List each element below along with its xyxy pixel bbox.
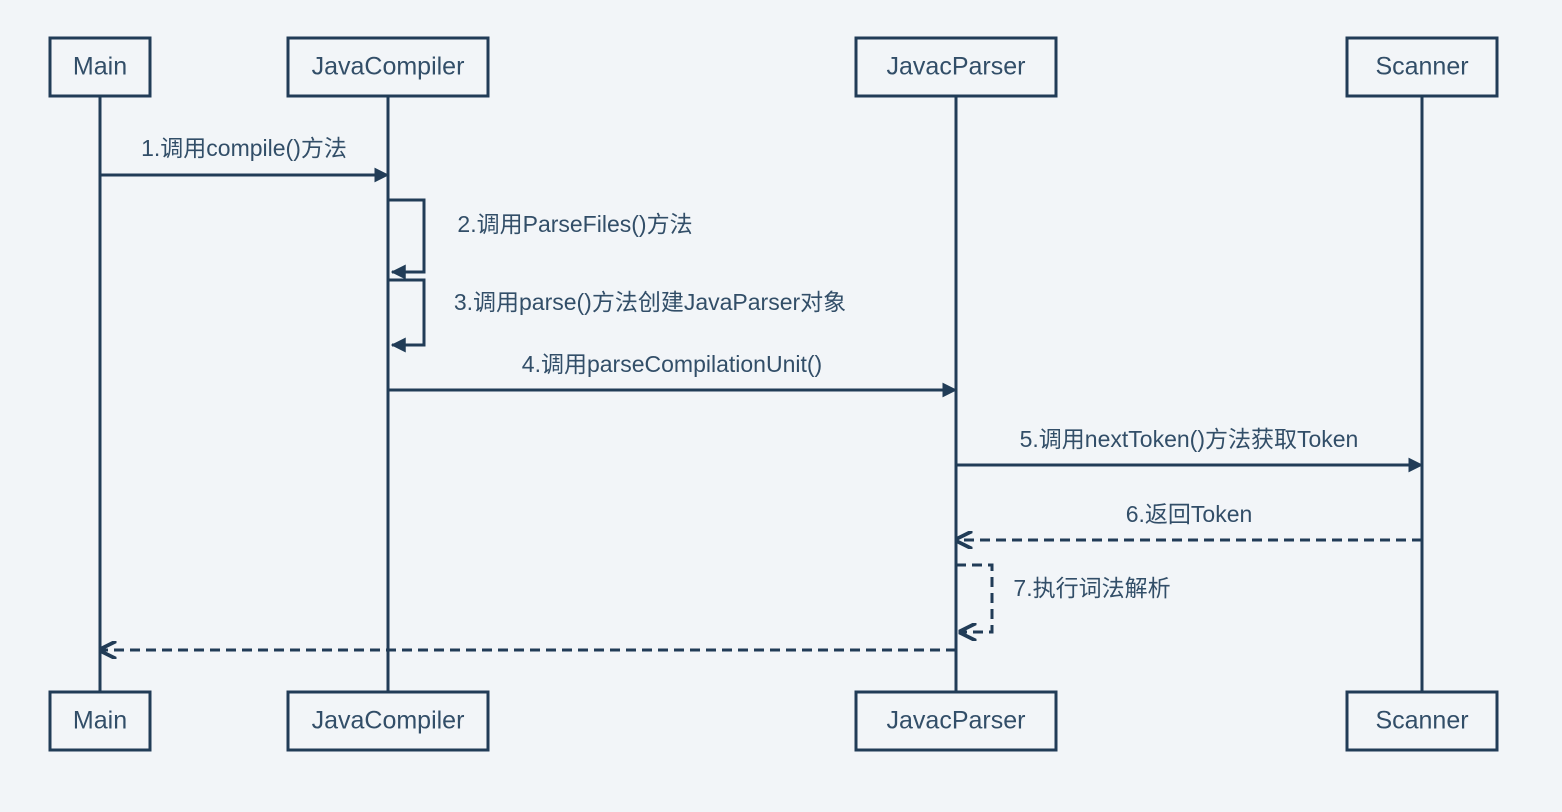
message-label-6: 6.返回Token xyxy=(1126,501,1253,527)
message-label-1: 1.调用compile()方法 xyxy=(141,135,347,161)
participant-label-jc: JavaCompiler xyxy=(312,53,465,81)
participant-jp-top: JavacParser xyxy=(856,38,1056,96)
message-label-2: 2.调用ParseFiles()方法 xyxy=(457,211,692,237)
message-label-3: 3.调用parse()方法创建JavaParser对象 xyxy=(454,289,846,315)
sequence-diagram: Main Main JavaCompiler JavaCompiler JavacPar… xyxy=(0,0,1562,812)
message-6: 6.返回Token xyxy=(956,501,1422,540)
message-label-5: 5.调用nextToken()方法获取Token xyxy=(1020,426,1359,452)
message-label-7: 7.执行词法解析 xyxy=(1013,575,1170,601)
message-5: 5.调用nextToken()方法获取Token xyxy=(956,426,1422,465)
participant-label-scanner: Scanner xyxy=(1375,53,1468,81)
message-7: 7.执行词法解析 xyxy=(956,565,1171,632)
message-3: 3.调用parse()方法创建JavaParser对象 xyxy=(388,280,846,345)
participant-label-jp: JavacParser xyxy=(887,53,1026,81)
message-4: 4.调用parseCompilationUnit() xyxy=(388,351,956,390)
participant-label-scanner: Scanner xyxy=(1375,707,1468,735)
message-2: 2.调用ParseFiles()方法 xyxy=(388,200,693,272)
participant-label-main: Main xyxy=(73,707,127,735)
participant-jc-top: JavaCompiler xyxy=(288,38,488,96)
participant-main-bottom: Main xyxy=(50,692,150,750)
participant-scanner-top: Scanner xyxy=(1347,38,1497,96)
participant-jc-bottom: JavaCompiler xyxy=(288,692,488,750)
participant-label-main: Main xyxy=(73,53,127,81)
participant-label-jp: JavacParser xyxy=(887,707,1026,735)
participant-main-top: Main xyxy=(50,38,150,96)
participant-label-jc: JavaCompiler xyxy=(312,707,465,735)
message-1: 1.调用compile()方法 xyxy=(100,135,388,175)
participant-scanner-bottom: Scanner xyxy=(1347,692,1497,750)
participant-jp-bottom: JavacParser xyxy=(856,692,1056,750)
message-label-4: 4.调用parseCompilationUnit() xyxy=(522,351,822,377)
